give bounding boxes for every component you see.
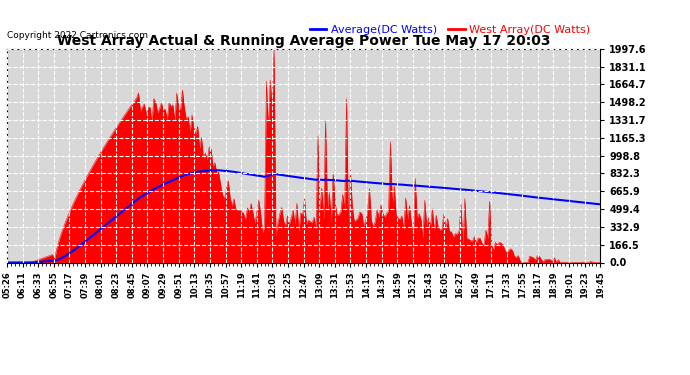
Title: West Array Actual & Running Average Power Tue May 17 20:03: West Array Actual & Running Average Powe… [57, 34, 551, 48]
Text: Copyright 2022 Cartronics.com: Copyright 2022 Cartronics.com [7, 31, 148, 40]
Legend: Average(DC Watts), West Array(DC Watts): Average(DC Watts), West Array(DC Watts) [305, 20, 595, 39]
